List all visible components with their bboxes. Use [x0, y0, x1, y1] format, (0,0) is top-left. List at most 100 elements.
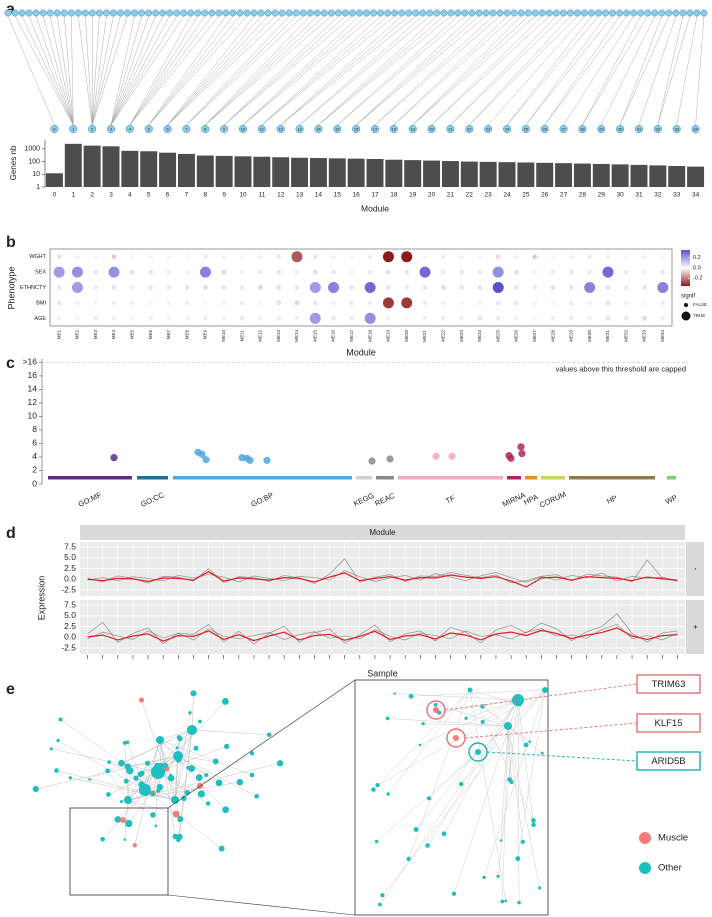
network-edge — [435, 704, 509, 727]
tree-edge — [412, 15, 522, 126]
bar — [102, 146, 120, 187]
tree-node — [574, 9, 581, 17]
source-band — [376, 476, 394, 480]
network-node — [137, 771, 144, 778]
tree-edge — [28, 15, 74, 126]
source-band — [356, 476, 372, 480]
network-node — [32, 785, 39, 793]
x-tick-label: ME33 — [642, 330, 647, 342]
dot — [514, 254, 519, 260]
dot — [108, 266, 120, 278]
x-tick-label: ME21 — [422, 330, 427, 342]
gene-label: TRIM63 — [652, 679, 686, 690]
term-point — [368, 457, 376, 465]
tree-edge — [431, 15, 550, 126]
x-tick-label: 3 — [109, 192, 113, 199]
dot — [257, 285, 263, 290]
dot — [257, 269, 263, 275]
x-tick-label: 25 — [522, 192, 530, 199]
tree-node — [693, 9, 701, 17]
source-label: TF — [444, 493, 456, 505]
network-node — [88, 778, 91, 781]
dot — [221, 315, 227, 321]
x-tick-label: 18 — [390, 192, 398, 199]
dot — [364, 312, 376, 324]
network-edge — [159, 739, 226, 810]
network-node — [418, 743, 422, 747]
dot — [56, 254, 62, 260]
dot — [568, 285, 574, 290]
network-node — [385, 716, 390, 721]
dot — [239, 300, 245, 306]
bar — [385, 159, 403, 187]
network-node — [421, 722, 425, 726]
tree-edge — [91, 15, 128, 126]
tree-node — [60, 9, 68, 17]
network-edge — [177, 755, 257, 797]
module-node — [352, 124, 361, 134]
network-node — [221, 697, 229, 705]
dot — [148, 254, 154, 260]
network-node — [177, 735, 183, 742]
tree-node — [124, 9, 131, 17]
colorbar-tick-label: 0.2 — [693, 255, 701, 261]
tree-edge — [167, 15, 283, 126]
module-node-label: 19 — [410, 127, 415, 132]
y-tick-label: -2.5 — [61, 642, 76, 652]
dot — [276, 254, 282, 260]
dot — [367, 269, 373, 275]
bar — [45, 173, 63, 187]
tree-edge — [71, 15, 74, 126]
tree-edge — [110, 15, 177, 126]
dot — [440, 315, 446, 321]
tree-node — [81, 9, 89, 17]
dot — [642, 315, 647, 321]
tree-edge — [78, 15, 93, 126]
network-edge — [427, 699, 519, 846]
module-node-label: 28 — [580, 127, 585, 132]
term-point — [246, 456, 254, 464]
x-tick-label: 11 — [258, 192, 265, 199]
x-tick-label: 1 — [71, 192, 75, 199]
tree-edge — [148, 15, 234, 126]
tree-node — [180, 9, 188, 17]
tree-edge — [393, 15, 515, 126]
network-node — [119, 799, 123, 804]
y-tick-label: 1 — [36, 184, 40, 191]
x-tick-label: 9 — [222, 192, 226, 199]
dot — [309, 312, 321, 324]
y-tick-label: 12 — [28, 397, 38, 407]
module-node-label: 24 — [505, 127, 510, 132]
tree-edge — [299, 15, 430, 126]
dot — [623, 254, 629, 260]
bar — [423, 160, 441, 187]
network-hub — [151, 765, 165, 779]
dot — [422, 285, 428, 290]
tree-node — [447, 9, 455, 17]
module-node — [484, 124, 493, 134]
dot — [440, 269, 446, 275]
dot — [532, 285, 538, 290]
bar — [140, 151, 158, 187]
dot — [602, 266, 614, 278]
dot — [495, 315, 501, 321]
tree-edge — [525, 15, 613, 126]
source-band — [667, 476, 676, 480]
dot — [111, 300, 117, 306]
tree-node — [278, 9, 286, 17]
x-tick-label: 26 — [541, 192, 549, 199]
source-band — [569, 476, 655, 480]
tree-node — [102, 9, 110, 17]
network-edge — [469, 689, 527, 746]
dot — [382, 251, 394, 263]
bar — [668, 165, 686, 187]
x-tick-label: ME11 — [239, 330, 244, 342]
network-node — [496, 874, 500, 879]
network-node — [433, 702, 438, 707]
gene-node — [433, 707, 439, 713]
source-band — [48, 476, 132, 480]
network-node — [177, 816, 184, 823]
facet-label: - — [691, 568, 700, 571]
annotation: values above this threshold are capped — [555, 364, 686, 373]
